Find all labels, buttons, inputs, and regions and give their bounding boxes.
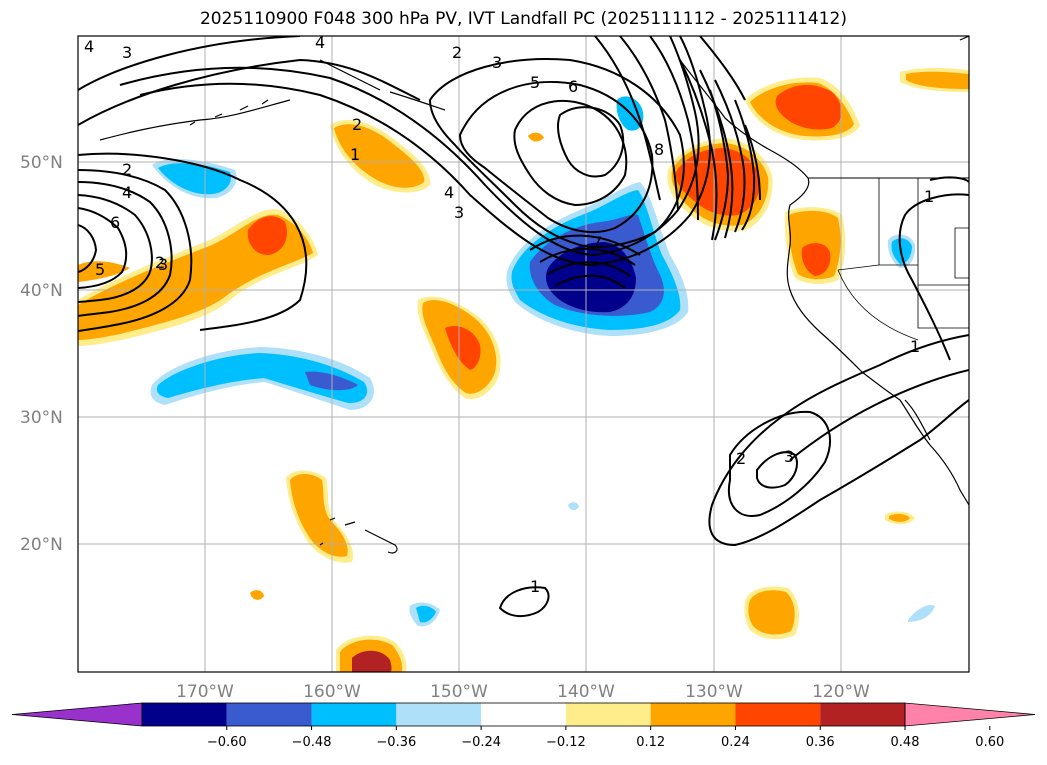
latitude-labels: 50°N 40°N 30°N 20°N <box>20 153 63 555</box>
shade-region <box>889 513 910 522</box>
shade-region <box>908 604 935 622</box>
shade-region <box>250 590 264 600</box>
colorbar-box <box>311 703 397 726</box>
shade-region <box>545 242 636 313</box>
contour-label: 8 <box>654 140 664 159</box>
shade-region <box>290 474 348 557</box>
shade-region <box>158 163 232 195</box>
shade-region <box>445 325 481 370</box>
shade-region <box>568 502 579 511</box>
colorbar-tick-label: −0.12 <box>546 735 586 750</box>
contour-label: 4 <box>315 33 325 52</box>
map-plot-area: 4 3 2 4 2 3 5 6 8 2 1 4 3 7 2 4 6 5 3 1 … <box>78 33 969 672</box>
colorbar-tick-label: 0.36 <box>806 735 835 750</box>
shade-region <box>247 216 288 256</box>
colorbar-box <box>396 703 482 726</box>
contour-label: 1 <box>910 337 920 356</box>
lon-label: 160°W <box>303 682 361 702</box>
colorbar-tick-label: 0.48 <box>891 735 920 750</box>
contour-label: 2 <box>352 115 362 134</box>
contour-label: 2 <box>155 253 165 272</box>
map-title: 2025110900 F048 300 hPa PV, IVT Landfall… <box>199 9 847 29</box>
contour-label: 2 <box>122 160 132 179</box>
shade-region <box>906 71 969 89</box>
contour-label: 2 <box>452 43 462 62</box>
lat-label: 20°N <box>20 535 63 555</box>
longitude-labels: 170°W 160°W 150°W 140°W 130°W 120°W <box>176 682 870 702</box>
contour-label: 3 <box>784 447 794 466</box>
colorbar-tick-label: −0.60 <box>207 735 247 750</box>
contour-label: 3 <box>454 203 464 222</box>
colorbar-box <box>650 703 736 726</box>
lon-label: 120°W <box>812 682 870 702</box>
lon-label: 140°W <box>557 682 615 702</box>
shade-region <box>352 650 392 672</box>
shade-region <box>748 590 795 635</box>
shade-region <box>334 124 425 188</box>
colorbar-extend-low <box>11 702 143 727</box>
lon-label: 130°W <box>685 682 743 702</box>
contour-label: 1 <box>350 145 360 164</box>
contour-label: 3 <box>492 53 502 72</box>
colorbar-tick-label: −0.48 <box>292 735 332 750</box>
contour-label: 1 <box>924 187 934 206</box>
colorbar-box <box>565 703 651 726</box>
colorbar-tick-label: 0.60 <box>975 735 1004 750</box>
colorbar-tick-label: −0.36 <box>376 735 416 750</box>
contour-label: 4 <box>444 183 454 202</box>
colorbar: −0.60 −0.48 −0.36 −0.24 −0.12 0.12 0.24 0.36 0.4… <box>11 702 1036 750</box>
lat-label: 40°N <box>20 281 63 301</box>
lon-label: 170°W <box>176 682 234 702</box>
contour-label: 6 <box>110 213 120 232</box>
shade-region <box>78 261 130 282</box>
colorbar-box <box>226 703 312 726</box>
colorbar-tick-label: 0.24 <box>721 735 750 750</box>
contour-label: 5 <box>530 73 540 92</box>
contour-label: 4 <box>122 183 132 202</box>
colorbar-box <box>481 703 566 726</box>
contour-label: 7 <box>592 233 602 252</box>
lat-label: 50°N <box>20 153 63 173</box>
shade-region <box>528 132 544 142</box>
colorbar-tick-label: −0.24 <box>461 735 501 750</box>
shade-region <box>156 353 368 404</box>
contour-label: 1 <box>530 577 540 596</box>
colorbar-box <box>820 703 905 726</box>
contour-label: 4 <box>84 37 94 56</box>
colorbar-tick-label: 0.12 <box>636 735 665 750</box>
colorbar-box <box>735 703 821 726</box>
pv-contours <box>78 36 969 618</box>
contour-label: 2 <box>736 449 746 468</box>
map-frame <box>77 35 970 673</box>
lon-label: 150°W <box>430 682 488 702</box>
colorbar-box <box>142 703 227 726</box>
shade-region <box>801 243 831 276</box>
contour-label: 5 <box>95 260 105 279</box>
shade-region <box>775 84 842 130</box>
shade-region <box>416 605 436 623</box>
contour-labels: 4 3 2 4 2 3 5 6 8 2 1 4 3 7 2 4 6 5 3 1 … <box>84 33 934 596</box>
contour-label: 3 <box>122 43 132 62</box>
colorbar-extend-high <box>904 702 1036 727</box>
contour-label: 6 <box>568 77 578 96</box>
contour-label: 3 <box>158 255 168 274</box>
lat-label: 30°N <box>20 408 63 428</box>
